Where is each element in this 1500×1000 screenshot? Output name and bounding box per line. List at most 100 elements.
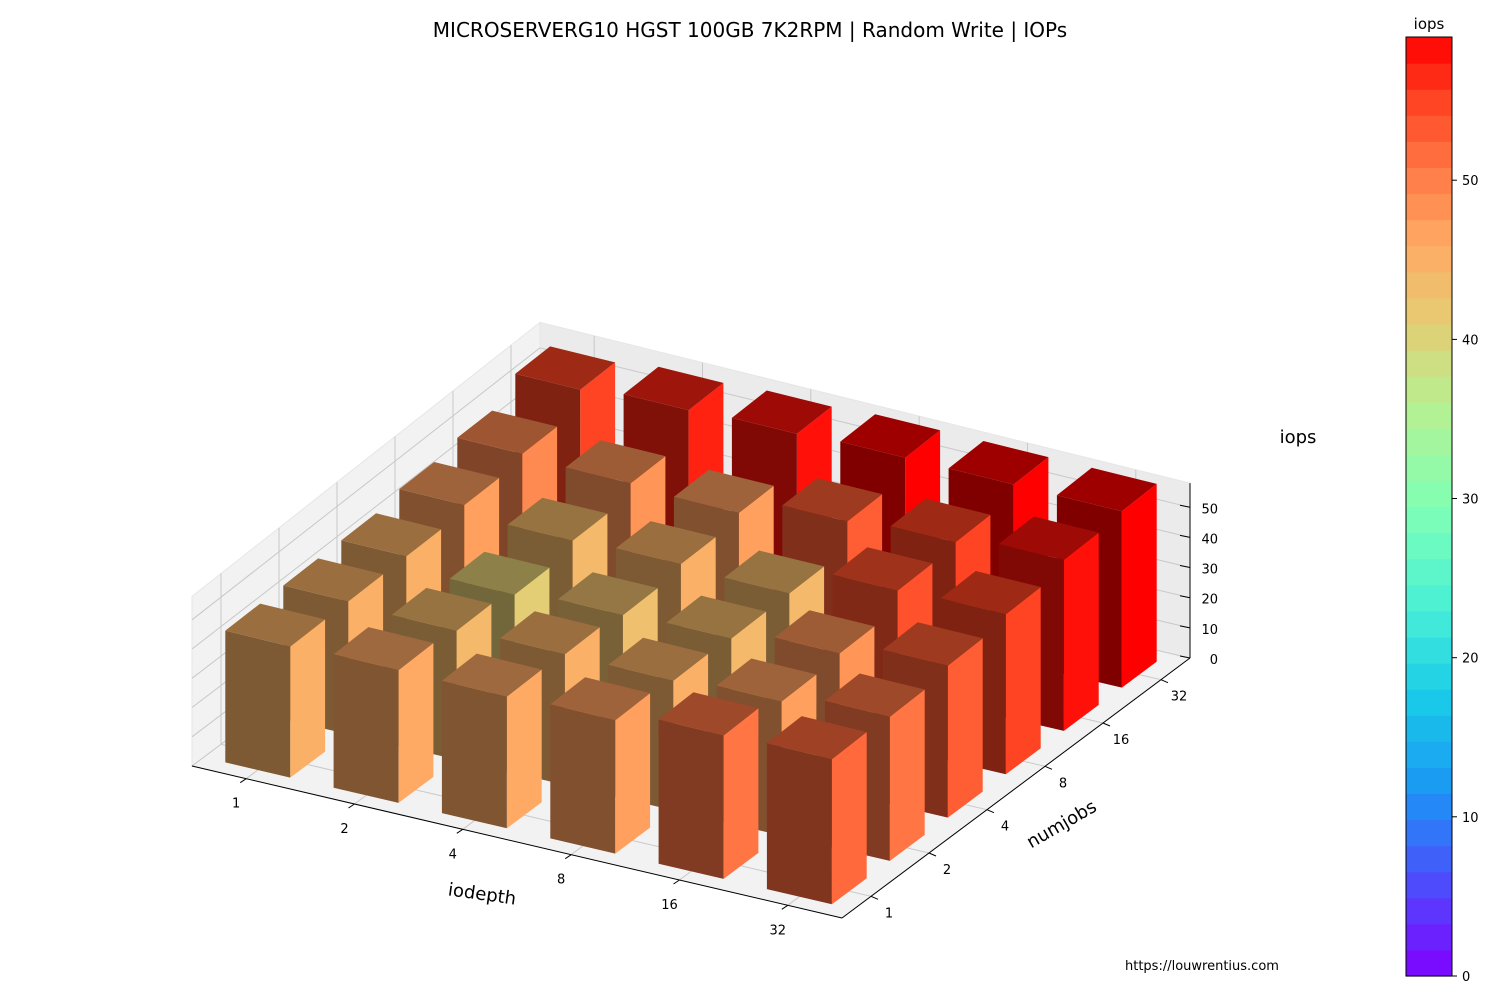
y-tick-label: 4: [1001, 820, 1009, 835]
x-tick-label: 2: [340, 822, 348, 837]
colorbar-segment: [1406, 350, 1452, 377]
colorbar: iops 0 10 20 30 40 50: [1405, 15, 1479, 985]
y-tick: [1160, 679, 1169, 684]
bar-top-face: [608, 637, 709, 681]
bar-side-face: [947, 638, 983, 818]
colorbar-segment: [1406, 376, 1452, 403]
x-tick: [456, 828, 464, 834]
colorbar-segment: [1406, 741, 1452, 768]
y-tick: [928, 852, 937, 857]
y-tick: [1044, 765, 1053, 770]
colorbar-tick-label: 40: [1462, 333, 1479, 348]
bar-top-face: [716, 658, 817, 702]
colorbar-segment: [1406, 297, 1452, 325]
colorbar-segment: [1406, 271, 1452, 299]
bar: [550, 677, 651, 854]
z-tick: [1179, 595, 1191, 599]
bar-top-face: [333, 627, 434, 671]
bar-top-face: [948, 441, 1049, 485]
bar-top-face: [731, 390, 832, 434]
z-tick-label: 0: [1210, 653, 1218, 668]
bar-front-face: [658, 719, 724, 879]
x-tick-label: 8: [557, 873, 565, 888]
colorbar-tick-label: 50: [1462, 174, 1479, 189]
y-axis-line: [841, 657, 1191, 919]
bar-side-face: [506, 669, 542, 829]
x-tick: [239, 778, 247, 784]
z-tick-label: 20: [1201, 593, 1218, 608]
grid-z-left: [191, 347, 541, 621]
bar-front-face: [225, 630, 291, 778]
y-tick-label: 16: [1113, 733, 1130, 748]
bar-top-face: [766, 716, 867, 760]
colorbar-segment: [1406, 219, 1452, 247]
bar-top-face: [515, 346, 616, 390]
colorbar-segment: [1406, 428, 1452, 455]
colorbar-segment: [1406, 115, 1452, 142]
colorbar-segment: [1406, 949, 1452, 977]
colorbar-segment: [1406, 480, 1452, 508]
bar-side-face: [889, 689, 925, 861]
colorbar-tick-label: 20: [1462, 652, 1479, 667]
y-tick: [1102, 722, 1111, 727]
bar-top-face: [565, 440, 666, 484]
bar-top-face: [782, 478, 883, 522]
colorbar-segment: [1406, 37, 1452, 64]
colorbar-segment: [1406, 871, 1452, 899]
bar-side-face: [615, 693, 651, 854]
bar-top-face: [890, 498, 991, 543]
y-tick-label: 1: [885, 906, 893, 921]
bar-front-face: [550, 704, 616, 854]
z-tick: [1179, 655, 1191, 659]
x-axis-line: [191, 765, 843, 919]
bar-side-face: [831, 732, 867, 905]
colorbar-segment: [1406, 819, 1452, 847]
x-tick-label: 16: [661, 898, 678, 913]
bar-top-face: [998, 516, 1099, 560]
colorbar-label: iops: [1414, 15, 1445, 33]
colorbar-segment: [1406, 558, 1452, 586]
bar-top-face: [557, 572, 658, 616]
x-tick-label: 32: [770, 923, 787, 938]
y-tick-label: 32: [1171, 690, 1188, 705]
bar-top-face: [824, 673, 925, 717]
colorbar-segment: [1406, 141, 1452, 169]
x-tick: [673, 879, 680, 885]
z-tick: [1179, 504, 1191, 508]
grid-y-floor: [220, 743, 872, 897]
colorbar-segment: [1406, 323, 1452, 351]
bar-top-face: [940, 571, 1041, 615]
colorbar-segment: [1406, 845, 1452, 873]
colorbar-segment: [1406, 193, 1452, 221]
bar-top-face: [449, 551, 550, 595]
z-tick: [1179, 565, 1191, 568]
x-tick: [781, 904, 789, 910]
z-tick: [1179, 534, 1191, 538]
colorbar-segment: [1406, 610, 1452, 638]
colorbar-tick-label: 0: [1462, 970, 1470, 985]
colorbar-segment: [1406, 167, 1452, 195]
credit-text: https://louwrentius.com: [1125, 959, 1279, 974]
colorbar-segment: [1406, 897, 1452, 925]
z-tick-label: 10: [1201, 623, 1218, 638]
z-tick: [1179, 625, 1191, 629]
x-tick: [564, 854, 572, 860]
bar-top-face: [550, 677, 651, 721]
bar: [658, 692, 759, 879]
bar-top-face: [1056, 467, 1157, 512]
bar-side-face: [723, 708, 759, 879]
colorbar-segment: [1406, 63, 1452, 90]
x-tick: [348, 803, 355, 809]
bar-top-face: [283, 558, 384, 602]
z-tick-label: 50: [1201, 502, 1218, 517]
bar-top-face: [507, 497, 608, 541]
bar-side-face: [1005, 587, 1041, 775]
bar-top-face: [391, 587, 492, 631]
bar-top-face: [341, 513, 442, 557]
colorbar-segment: [1406, 532, 1452, 560]
y-tick: [870, 895, 879, 900]
colorbar-segment: [1406, 245, 1452, 273]
bar-top-face: [623, 366, 724, 411]
y-tick: [986, 809, 995, 814]
